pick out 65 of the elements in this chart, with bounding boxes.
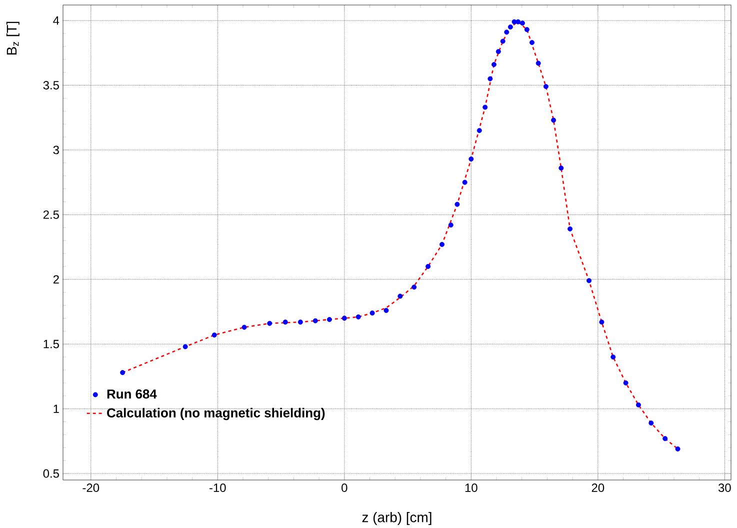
point bbox=[426, 264, 431, 269]
legend-label: Calculation (no magnetic shielding) bbox=[107, 408, 325, 420]
point bbox=[675, 446, 680, 452]
point bbox=[370, 310, 375, 316]
point bbox=[500, 38, 506, 44]
y-tick-label: 2 bbox=[53, 275, 59, 284]
point bbox=[599, 320, 604, 325]
x-tick-label: 10 bbox=[465, 484, 478, 492]
legend-label: Run 684 bbox=[107, 389, 157, 399]
point bbox=[530, 40, 534, 46]
point bbox=[516, 19, 521, 24]
point bbox=[524, 27, 530, 32]
point bbox=[326, 317, 332, 322]
point bbox=[212, 332, 217, 338]
x-axis-title: z (arb) [cm] bbox=[362, 512, 432, 526]
x-tick-label: -20 bbox=[82, 484, 100, 492]
point bbox=[120, 370, 126, 376]
y-tick-label: 1 bbox=[54, 404, 59, 413]
point bbox=[182, 344, 188, 350]
point bbox=[551, 118, 556, 123]
point bbox=[298, 320, 303, 325]
point bbox=[543, 84, 548, 90]
point bbox=[242, 324, 247, 330]
x-tick-label: -10 bbox=[210, 484, 226, 492]
point bbox=[448, 222, 454, 228]
point bbox=[558, 166, 564, 171]
point bbox=[488, 76, 493, 82]
point bbox=[508, 24, 513, 30]
y-tick-label: 3.5 bbox=[43, 81, 59, 90]
point bbox=[312, 318, 318, 324]
point bbox=[496, 49, 501, 54]
point bbox=[282, 320, 288, 325]
point bbox=[491, 62, 496, 68]
point bbox=[356, 314, 361, 320]
point bbox=[512, 19, 517, 24]
point bbox=[648, 420, 654, 426]
point bbox=[412, 284, 417, 290]
point bbox=[462, 180, 468, 185]
point bbox=[568, 226, 573, 232]
x-tick-label: 30 bbox=[718, 484, 731, 492]
y-tick-label: 3 bbox=[53, 146, 59, 154]
y-tick-label: 1.5 bbox=[44, 340, 59, 348]
point bbox=[504, 30, 510, 35]
point bbox=[662, 436, 668, 442]
point bbox=[454, 202, 460, 207]
y-tick-label: 4 bbox=[53, 16, 60, 25]
point bbox=[440, 242, 444, 247]
point bbox=[267, 320, 272, 326]
point bbox=[623, 380, 628, 386]
x-tick-label: 0 bbox=[342, 484, 348, 492]
y-axis-title: B$_{z}$ [T] bbox=[6, 22, 20, 55]
point bbox=[468, 156, 474, 162]
point bbox=[636, 402, 641, 408]
x-tick-label: 20 bbox=[592, 484, 604, 492]
point bbox=[520, 20, 525, 26]
y-tick-label: 2.5 bbox=[43, 210, 59, 219]
point bbox=[536, 60, 541, 66]
point bbox=[342, 316, 347, 321]
point bbox=[586, 278, 592, 284]
point bbox=[384, 308, 389, 313]
y-tick-label: 0.5 bbox=[43, 469, 59, 478]
point bbox=[398, 294, 403, 299]
point bbox=[610, 354, 616, 360]
point bbox=[482, 104, 488, 110]
point bbox=[476, 128, 482, 134]
